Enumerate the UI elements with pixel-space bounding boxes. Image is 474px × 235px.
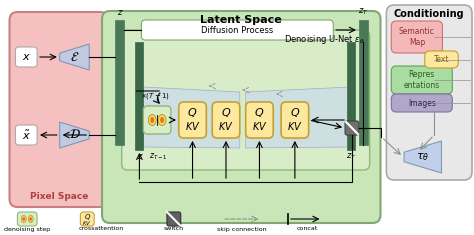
Text: $z_T$: $z_T$ — [346, 152, 356, 162]
Text: $\tau_\theta$: $\tau_\theta$ — [416, 151, 429, 163]
Text: crossattention: crossattention — [78, 227, 124, 231]
Ellipse shape — [21, 215, 26, 223]
Text: $Q$: $Q$ — [290, 106, 300, 118]
Bar — [115, 20, 124, 145]
Text: $Q$: $Q$ — [83, 212, 91, 222]
FancyBboxPatch shape — [392, 66, 452, 94]
Text: Diffusion Process: Diffusion Process — [201, 26, 273, 35]
FancyBboxPatch shape — [386, 5, 472, 180]
Text: $KV$: $KV$ — [287, 120, 303, 132]
Text: z: z — [137, 152, 142, 161]
Text: $KV$: $KV$ — [185, 120, 201, 132]
Text: $\tilde{x}$: $\tilde{x}$ — [22, 129, 31, 141]
Text: $z_T$: $z_T$ — [358, 7, 368, 17]
Text: $\times(T-1)$: $\times(T-1)$ — [140, 91, 170, 101]
FancyBboxPatch shape — [16, 47, 37, 67]
Text: $KV$: $KV$ — [252, 120, 267, 132]
FancyBboxPatch shape — [392, 21, 442, 53]
Ellipse shape — [148, 114, 156, 125]
Text: skip connection: skip connection — [217, 227, 266, 231]
Text: $z_{T-1}$: $z_{T-1}$ — [149, 152, 168, 162]
Text: Conditioning: Conditioning — [394, 9, 465, 19]
FancyBboxPatch shape — [81, 212, 94, 226]
Polygon shape — [60, 122, 89, 148]
Text: $Q$: $Q$ — [187, 106, 198, 118]
FancyBboxPatch shape — [143, 106, 171, 134]
Text: Text: Text — [434, 55, 449, 64]
Text: Repres
entations: Repres entations — [404, 70, 440, 90]
Bar — [347, 42, 355, 150]
FancyBboxPatch shape — [425, 51, 458, 68]
FancyBboxPatch shape — [122, 30, 370, 170]
Ellipse shape — [23, 217, 25, 221]
Text: Denoising U-Net $\epsilon_\theta$: Denoising U-Net $\epsilon_\theta$ — [284, 33, 365, 46]
Ellipse shape — [28, 215, 33, 223]
FancyBboxPatch shape — [18, 212, 37, 226]
Ellipse shape — [150, 117, 154, 123]
Polygon shape — [143, 87, 240, 148]
Text: concat: concat — [297, 227, 318, 231]
FancyBboxPatch shape — [281, 102, 309, 138]
Bar — [136, 42, 143, 150]
Text: $\mathcal{D}$: $\mathcal{D}$ — [69, 129, 81, 141]
FancyBboxPatch shape — [141, 20, 333, 40]
Text: $Q$: $Q$ — [254, 106, 264, 118]
Ellipse shape — [29, 217, 32, 221]
Text: $KV$: $KV$ — [218, 120, 234, 132]
Polygon shape — [60, 44, 89, 70]
Ellipse shape — [158, 114, 166, 125]
Text: Pixel Space: Pixel Space — [29, 192, 88, 201]
FancyBboxPatch shape — [246, 102, 273, 138]
FancyBboxPatch shape — [179, 102, 206, 138]
FancyBboxPatch shape — [16, 125, 37, 145]
Polygon shape — [404, 141, 441, 173]
FancyBboxPatch shape — [9, 12, 108, 207]
Text: Semantic
Map: Semantic Map — [399, 27, 435, 47]
Text: $x$: $x$ — [22, 52, 31, 62]
FancyBboxPatch shape — [102, 11, 381, 223]
Text: $\mathcal{E}$: $\mathcal{E}$ — [70, 51, 79, 63]
Text: denoising step: denoising step — [4, 227, 50, 231]
Text: z: z — [117, 8, 121, 17]
FancyBboxPatch shape — [212, 102, 240, 138]
Text: $KV$: $KV$ — [82, 219, 92, 227]
FancyBboxPatch shape — [392, 94, 452, 112]
Polygon shape — [246, 87, 350, 148]
Text: Images: Images — [408, 98, 436, 107]
Text: Latent Space: Latent Space — [201, 15, 282, 25]
FancyBboxPatch shape — [345, 121, 359, 135]
FancyBboxPatch shape — [167, 212, 181, 226]
Bar — [359, 20, 368, 145]
Text: $Q$: $Q$ — [221, 106, 231, 118]
Text: switch: switch — [164, 227, 184, 231]
Ellipse shape — [160, 117, 164, 123]
